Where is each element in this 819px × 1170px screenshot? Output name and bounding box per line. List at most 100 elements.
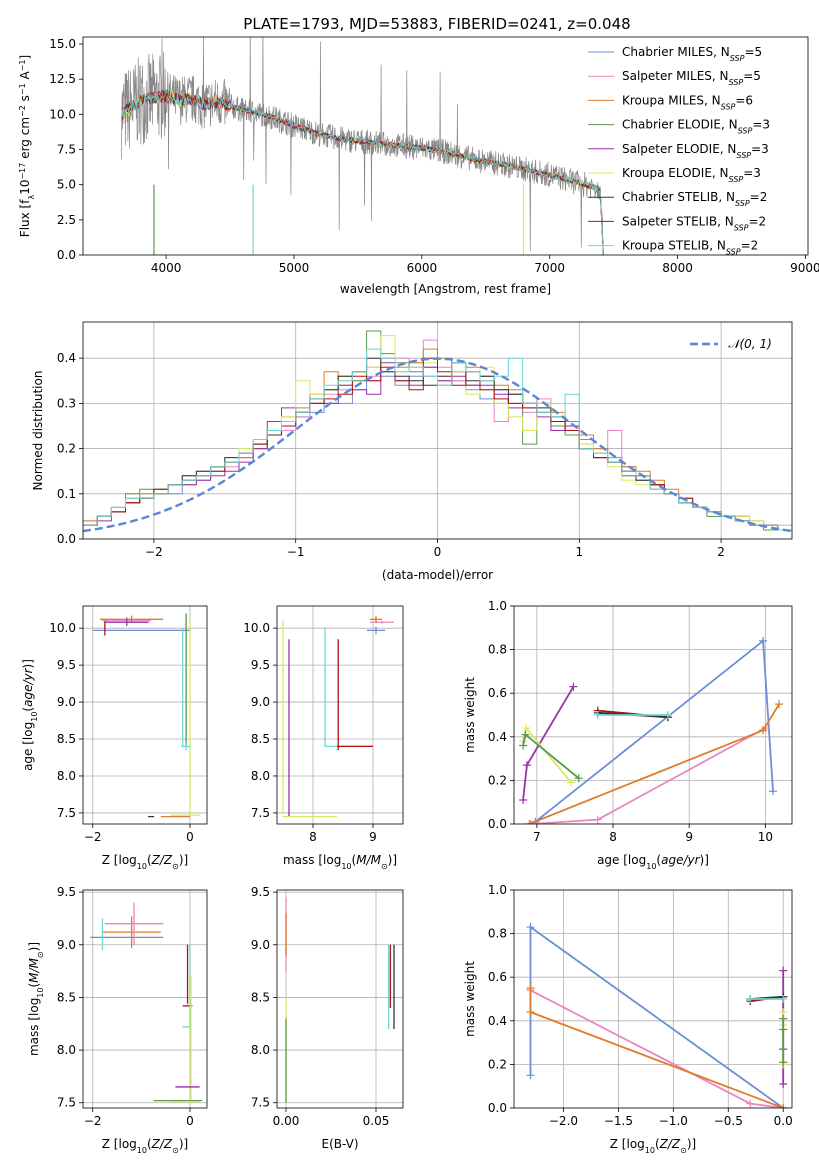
x-tick-label: 6000 [407,261,438,275]
y-tick-label: 0.4 [488,730,507,744]
weight-marker [526,1008,535,1017]
y-tick-label: 8.5 [57,990,76,1004]
x-tick-label: −1.5 [604,1114,633,1128]
weight-marker [526,1071,535,1080]
y-tick-label: 10.0 [243,621,270,635]
axes-mass-vs-ebv: 0.00 0.05 7.5 8.0 8.5 9.0 9.5 E(B-V) [251,885,404,1151]
axes-frame [276,889,404,1109]
y-tick-label: 7.5 [251,806,270,820]
legend-label: Kroupa ELODIE, NSSP=3 [622,166,761,184]
plot-area [83,890,207,1108]
x-tick-label: −0.5 [714,1114,743,1128]
weight-marker [593,815,602,824]
x-tick-label: 7 [533,830,541,844]
y-tick-label: 7.5 [251,1096,270,1110]
y-tick-label: 5.0 [57,178,76,192]
y-axis-label: mass weight [463,961,477,1037]
plot-area [514,606,792,824]
x-tick-label: −2 [84,1114,102,1128]
x-tick-label: 9 [685,830,693,844]
y-tick-label: 8.0 [251,1043,270,1057]
axes-spectrum: 4000 5000 6000 7000 8000 9000 0.0 2.5 5.0 7.5 10.0… [18,36,819,296]
y-tick-label: 15.0 [49,37,76,51]
axes-residuals: −2 −1 0 1 2 0.0 0.1 0.2 0.3 0.4 (data-model)/error… [31,321,793,582]
x-tick-label: 8000 [662,261,693,275]
x-tick-label: 0 [434,545,442,559]
axes-frame [513,889,793,1109]
y-tick-label: 0.2 [57,442,76,456]
y-tick-label: 8.0 [57,1043,76,1057]
weight-marker [574,774,583,783]
weight-marker [775,700,784,709]
x-axis-label: mass [log10(M/M⊙)] [283,853,397,871]
legend-label: Chabrier MILES, NSSP=5 [622,45,762,63]
weight-marker [779,966,788,975]
x-tick-label: 4000 [151,261,182,275]
y-tick-label: 9.5 [57,658,76,672]
x-tick-label: −1.0 [659,1114,688,1128]
x-tick-label: 5000 [279,261,310,275]
legend-label: Kroupa MILES, NSSP=6 [622,93,753,111]
y-axis-label: mass [log10(M/M⊙)] [27,942,45,1056]
weight-marker [779,1058,788,1067]
x-tick-label: 8 [609,830,617,844]
x-tick-label: −2 [84,830,102,844]
y-tick-label: 1.0 [488,599,507,613]
y-axis-label: Normed distribution [31,371,45,491]
axes-age-vs-mass: 8 9 7.5 8.0 8.5 9.0 9.5 10.0 mass [log10(M/M⊙)] [243,605,404,871]
y-tick-label: 0.8 [488,927,507,941]
y-tick-label: 8.5 [57,732,76,746]
axes-age-vs-Z: −2 0 7.5 8.0 8.5 9.0 9.5 10.0 Z [log10(Z/Z⊙)] age… [21,605,208,871]
weight-marker [779,995,788,1003]
x-axis-label: wavelength [Angstrom, rest frame] [340,282,551,296]
x-tick-label: 1 [575,545,583,559]
y-tick-label: 0.4 [488,1014,507,1028]
weight-marker [779,1014,788,1023]
weight-marker [768,787,777,796]
y-tick-label: 2.5 [57,213,76,227]
weight-marker [569,682,578,691]
weight-marker [746,995,755,1003]
y-tick-label: 10.0 [49,621,76,635]
axes-weight-vs-Z: −2.0 −1.5 −1.0 −0.5 0.0 0.0 0.2 0.4 0.6 0.8 1.0 Z [… [463,883,793,1155]
axes-frame [82,605,208,825]
plot-layer: 4000 5000 6000 7000 8000 90000.02.55.07.510.0… [18,36,819,1155]
plot-area [120,37,604,255]
y-tick-label: 8.5 [251,732,270,746]
weight-marker [519,796,528,805]
legend-label: Kroupa STELIB, NSSP=2 [622,239,758,257]
y-tick-label: 8.0 [251,769,270,783]
x-tick-label: 8 [309,830,317,844]
x-axis-label: E(B-V) [321,1137,358,1151]
weight-marker [519,741,528,750]
axes-weight-vs-age: 7 8 9 10 0.0 0.2 0.4 0.6 0.8 1.0 age [log10(age/yr… [463,599,793,871]
legend-label: Salpeter STELIB, NSSP=2 [622,214,766,232]
y-tick-label: 0.0 [488,1101,507,1115]
x-tick-label: −2 [145,545,163,559]
gaussian-curve [83,357,792,533]
legend-label: 𝒩(0, 1) [728,337,772,351]
y-tick-label: 7.5 [57,143,76,157]
x-tick-label: 0.00 [273,1114,300,1128]
axes-frame [82,321,793,540]
x-tick-label: −1 [287,545,305,559]
axes-mass-vs-Z: −2 0 7.5 8.0 8.5 9.0 9.5 Z [log10(Z/Z⊙)] mass [l… [27,885,208,1155]
x-tick-label: 0.0 [774,1114,793,1128]
weight-marker [779,1080,788,1089]
x-axis-label: age [log10(age/yr)] [597,853,709,871]
histogram [83,348,792,539]
plot-area [277,890,403,1108]
y-tick-label: 0.4 [57,351,76,365]
y-tick-label: 7.5 [57,806,76,820]
plot-area [277,606,403,824]
model-line [120,90,604,255]
plot-area [83,606,207,824]
x-tick-label: 2 [717,545,725,559]
weight-marker [526,923,535,932]
x-tick-label: 9000 [790,261,819,275]
axes-frame [82,889,208,1109]
y-tick-label: 10.0 [49,107,76,121]
weight-marker [567,778,576,787]
y-tick-label: 9.0 [57,695,76,709]
